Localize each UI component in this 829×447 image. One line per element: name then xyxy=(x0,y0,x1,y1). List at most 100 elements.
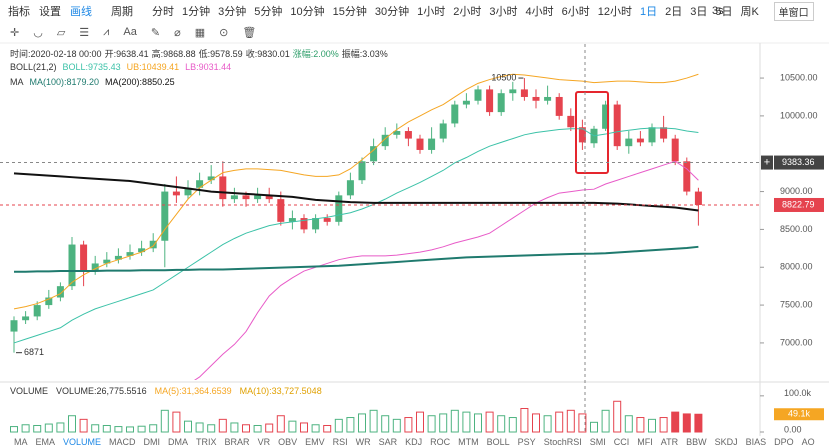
tab[interactable]: ATR xyxy=(660,437,679,447)
refresh[interactable]: 3s xyxy=(712,5,724,17)
period[interactable]: 3日 xyxy=(690,6,708,18)
ma-legend: MA MA(100):8179.20 MA(200):8850.25 xyxy=(10,77,175,87)
legend-item: UB:10439.41 xyxy=(126,62,180,72)
tab[interactable]: ROC xyxy=(430,437,451,447)
period[interactable]: 1分钟 xyxy=(182,6,211,18)
tab[interactable]: BIAS xyxy=(745,437,767,447)
tool[interactable]: ✛ xyxy=(10,26,20,39)
high-label: 10500 xyxy=(491,72,516,82)
volume-bar xyxy=(543,415,552,433)
volume-bar xyxy=(184,420,192,433)
candle-body xyxy=(520,89,528,97)
period[interactable]: 1小时 xyxy=(417,6,446,18)
tab[interactable]: MFI xyxy=(637,437,653,447)
volume-bar xyxy=(276,415,285,433)
overlay-line xyxy=(13,127,699,344)
legend-item: MA(5):31,364.6539 xyxy=(154,386,232,396)
btn-indicator[interactable]: 指标 xyxy=(8,6,30,18)
period[interactable]: 6小时 xyxy=(561,6,590,18)
legend-item: VOLUME:26,775.5516 xyxy=(56,386,147,396)
tool[interactable]: ⊙ xyxy=(219,26,229,39)
tab[interactable]: VOLUME xyxy=(63,437,102,447)
period[interactable]: 10分钟 xyxy=(290,6,325,18)
period[interactable]: 12小时 xyxy=(597,6,632,18)
tab[interactable]: EMV xyxy=(305,437,325,447)
tab[interactable]: VR xyxy=(257,437,271,447)
candle-body xyxy=(114,255,122,260)
period[interactable]: 5日 xyxy=(715,6,733,18)
info-item: 涨幅:2.00% xyxy=(292,49,339,59)
tab[interactable]: MTM xyxy=(458,437,479,447)
period[interactable]: 2小时 xyxy=(453,6,482,18)
volume-bar xyxy=(44,423,53,433)
tab[interactable]: DPO xyxy=(774,437,794,447)
draw-tools: ✛ ◡ ▱ ☰ ⩘ Aa ✎ ⌀ ▦ ⊙ 🗑 xyxy=(10,23,256,41)
y-tick-label: 9000.00 xyxy=(780,186,813,196)
period[interactable]: 3小时 xyxy=(489,6,518,18)
volume-bar xyxy=(56,422,65,433)
tab[interactable]: DMA xyxy=(168,437,189,447)
window-select[interactable]: 单窗口 xyxy=(773,1,814,21)
period[interactable]: 15分钟 xyxy=(332,6,367,18)
tab[interactable]: SKDJ xyxy=(714,437,738,447)
candle-body xyxy=(636,138,644,143)
period[interactable]: 1日 xyxy=(640,6,658,18)
candle-body xyxy=(428,138,436,150)
volume-bar xyxy=(311,424,320,433)
tool[interactable]: 🗑 xyxy=(242,26,257,39)
volume-bar xyxy=(358,413,366,433)
tool[interactable]: ⌀ xyxy=(174,26,181,39)
tab[interactable]: KDJ xyxy=(405,437,423,447)
info-item: 振幅:3.03% xyxy=(341,49,388,59)
tool[interactable]: ⩘ xyxy=(103,25,110,38)
candle-body xyxy=(277,199,285,222)
volume-bar xyxy=(624,415,633,433)
tab[interactable]: SAR xyxy=(378,437,398,447)
candle-body xyxy=(288,218,296,222)
tool[interactable]: ▦ xyxy=(194,26,206,39)
candle-body xyxy=(544,96,552,101)
period[interactable]: 3分钟 xyxy=(218,6,247,18)
tool[interactable]: ▱ xyxy=(56,26,66,39)
tab[interactable]: DMI xyxy=(143,437,161,447)
candle-body xyxy=(381,134,389,147)
period[interactable]: 4小时 xyxy=(525,6,554,18)
tab[interactable]: EMA xyxy=(35,437,56,447)
tab[interactable]: BOLL xyxy=(486,437,510,447)
tab[interactable]: StochRSI xyxy=(543,437,582,447)
candle-body xyxy=(56,286,64,298)
tab[interactable]: RSI xyxy=(332,437,348,447)
tab[interactable]: SMI xyxy=(589,437,606,447)
tab[interactable]: BRAR xyxy=(224,437,250,447)
tab[interactable]: CCI xyxy=(613,437,630,447)
volume-bar xyxy=(21,424,30,433)
candle-body xyxy=(451,104,459,124)
period[interactable]: 2日 xyxy=(665,6,683,18)
tool[interactable]: ☰ xyxy=(79,26,90,39)
tab[interactable]: MA xyxy=(14,437,28,447)
tab[interactable]: TRIX xyxy=(196,437,217,447)
tab[interactable]: BBW xyxy=(686,437,707,447)
candle-body xyxy=(138,248,146,253)
tool[interactable]: ✎ xyxy=(150,26,161,39)
candle-body xyxy=(22,316,30,321)
tab[interactable]: MACD xyxy=(109,437,136,447)
btn-draw[interactable]: 画线 xyxy=(70,6,92,18)
tab[interactable]: PSY xyxy=(517,437,536,447)
text-tool[interactable]: Aa xyxy=(123,26,137,38)
boll-legend: BOLL(21,2) BOLL:9735.43 UB:10439.41 LB:9031… xyxy=(10,62,231,72)
period[interactable]: 30分钟 xyxy=(374,6,410,18)
btn-settings[interactable]: 设置 xyxy=(39,6,61,18)
candle-body xyxy=(613,104,621,147)
overlay-line xyxy=(13,73,699,310)
tab[interactable]: OBV xyxy=(278,437,298,447)
period[interactable]: 分时 xyxy=(152,6,174,18)
period[interactable]: 周K xyxy=(740,6,759,18)
candle-body xyxy=(346,180,354,196)
period[interactable]: 5分钟 xyxy=(254,6,283,18)
volume-bar xyxy=(265,423,274,433)
tab[interactable]: WR xyxy=(355,437,371,447)
volume-bar xyxy=(613,400,622,433)
tab[interactable]: AO xyxy=(801,437,815,447)
tool[interactable]: ◡ xyxy=(33,26,43,39)
